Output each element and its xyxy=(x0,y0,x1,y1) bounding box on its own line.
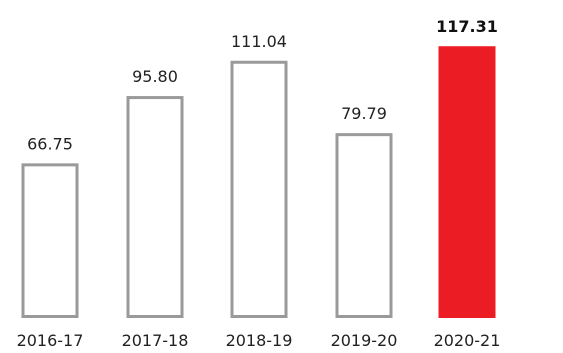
category-label-2018-19: 2018-19 xyxy=(226,331,293,350)
bar-2016-17 xyxy=(21,163,79,318)
bar-2017-18 xyxy=(126,96,184,318)
category-label-2019-20: 2019-20 xyxy=(331,331,398,350)
value-label-2016-17: 66.75 xyxy=(27,134,73,153)
value-label-2020-21: 117.31 xyxy=(436,17,498,36)
value-label-2018-19: 111.04 xyxy=(231,32,287,51)
value-label-2017-18: 95.80 xyxy=(132,67,178,86)
bar-2019-20 xyxy=(335,133,393,318)
bar-2018-19 xyxy=(230,60,288,318)
category-label-2020-21: 2020-21 xyxy=(434,331,501,350)
bar-2020-21 xyxy=(438,46,496,318)
category-label-2017-18: 2017-18 xyxy=(122,331,189,350)
value-label-2019-20: 79.79 xyxy=(341,104,387,123)
category-label-2016-17: 2016-17 xyxy=(17,331,84,350)
